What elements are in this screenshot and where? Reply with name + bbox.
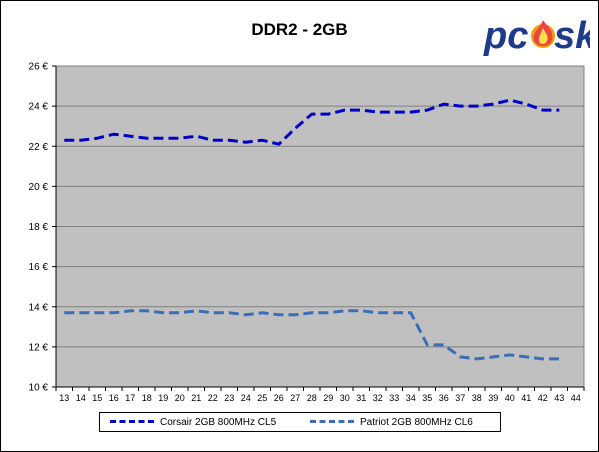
y-axis: 10 € 12 € 14 € 16 € 18 € 20 € 22 € 24 € 26 € bbox=[29, 62, 57, 394]
y-tick-label: 10 € bbox=[29, 383, 49, 394]
x-tick-label: 34 bbox=[406, 393, 416, 403]
x-tick-label: 36 bbox=[439, 393, 449, 403]
series-line-patriot bbox=[64, 309, 560, 361]
x-tick-label: 29 bbox=[323, 393, 333, 403]
legend-swatch-patriot bbox=[310, 419, 354, 423]
legend-swatch-corsair bbox=[110, 419, 154, 423]
series-line-corsair bbox=[64, 98, 560, 146]
x-tick-label: 39 bbox=[488, 393, 498, 403]
x-tick-label: 22 bbox=[208, 393, 218, 403]
legend: Corsair 2GB 800MHz CL5 Patriot 2GB 800MH… bbox=[99, 412, 501, 432]
x-tick-label: 37 bbox=[455, 393, 465, 403]
x-tick-label: 19 bbox=[158, 393, 168, 403]
x-tick-label: 41 bbox=[521, 393, 531, 403]
x-tick-label: 28 bbox=[307, 393, 317, 403]
x-tick-label: 25 bbox=[257, 393, 267, 403]
x-axis: 13 14 15 16 17 18 19 20 21 22 23 24 25 26 27 28 29 30 31 32… bbox=[55, 386, 585, 403]
x-tick-label: 14 bbox=[76, 393, 86, 403]
y-tick-label: 24 € bbox=[29, 102, 49, 113]
x-tick-label: 43 bbox=[554, 393, 564, 403]
x-tick-label: 23 bbox=[224, 393, 234, 403]
y-tick-label: 26 € bbox=[29, 62, 49, 73]
x-tick-label: 24 bbox=[241, 393, 251, 403]
grid-lines bbox=[56, 105, 584, 348]
x-tick-label: 42 bbox=[538, 393, 548, 403]
pcsk-logo-graphic: pc sk bbox=[483, 15, 598, 57]
x-tick-label: 13 bbox=[59, 393, 69, 403]
y-tick-label: 12 € bbox=[29, 342, 49, 353]
series-lines bbox=[64, 98, 560, 361]
x-tick-label: 26 bbox=[274, 393, 284, 403]
x-tick-label: 27 bbox=[290, 393, 300, 403]
x-tick-label: 15 bbox=[92, 393, 102, 403]
x-tick-label: 40 bbox=[505, 393, 515, 403]
y-tick-label: 20 € bbox=[29, 182, 49, 193]
chart-title: DDR2 - 2GB bbox=[251, 20, 348, 39]
y-tick-label: 14 € bbox=[29, 302, 49, 313]
legend-item-patriot: Patriot 2GB 800MHz CL6 bbox=[310, 415, 473, 431]
y-tick-label: 18 € bbox=[29, 222, 49, 233]
x-tick-label: 31 bbox=[356, 393, 366, 403]
x-tick-label: 18 bbox=[142, 393, 152, 403]
flame-logo-icon bbox=[531, 20, 555, 48]
x-tick-label: 33 bbox=[389, 393, 399, 403]
x-tick-label: 44 bbox=[571, 393, 581, 403]
x-tick-label: 32 bbox=[373, 393, 383, 403]
x-tick-label: 20 bbox=[175, 393, 185, 403]
y-tick-label: 22 € bbox=[29, 142, 49, 153]
x-tick-label: 35 bbox=[422, 393, 432, 403]
legend-label-corsair: Corsair 2GB 800MHz CL5 bbox=[160, 417, 277, 428]
x-tick-label: 38 bbox=[472, 393, 482, 403]
pcsk-logo: pc sk bbox=[482, 12, 598, 58]
legend-item-corsair: Corsair 2GB 800MHz CL5 bbox=[110, 415, 276, 431]
x-tick-label: 21 bbox=[191, 393, 201, 403]
legend-label-patriot: Patriot 2GB 800MHz CL6 bbox=[360, 417, 473, 428]
x-tick-label: 16 bbox=[109, 393, 119, 403]
logo-text-pc: pc bbox=[483, 15, 528, 57]
y-tick-label: 16 € bbox=[29, 262, 49, 273]
x-tick-label: 30 bbox=[340, 393, 350, 403]
x-tick-label: 17 bbox=[125, 393, 135, 403]
